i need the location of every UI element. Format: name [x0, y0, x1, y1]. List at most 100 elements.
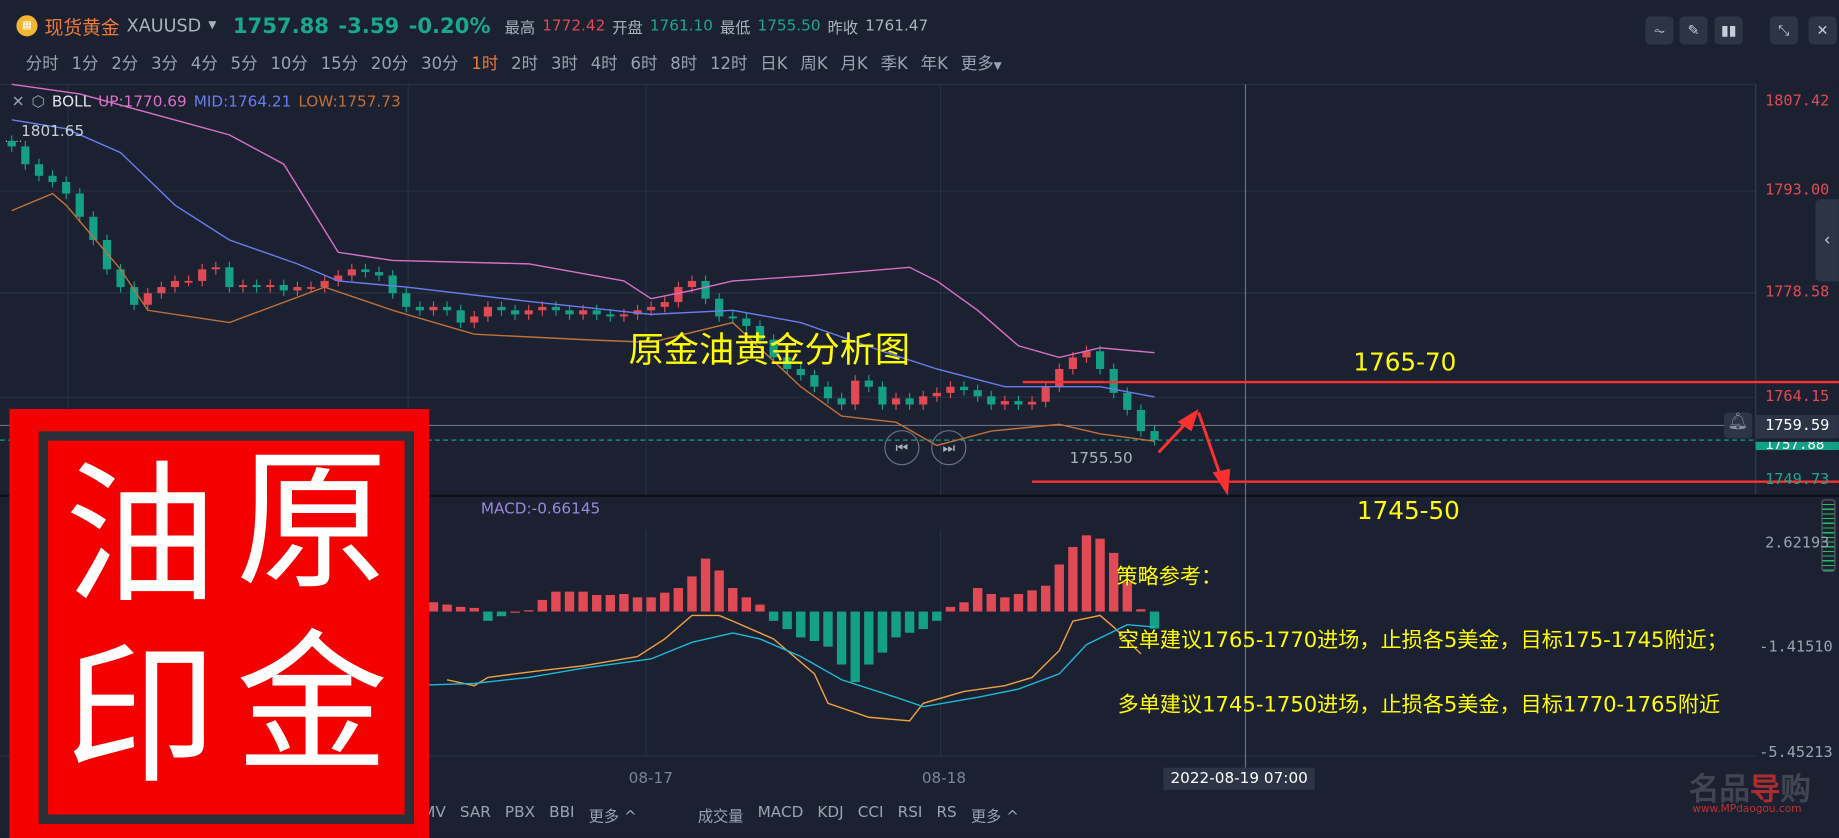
indicator-more[interactable]: 更多 ^ [588, 808, 637, 827]
candle [1000, 401, 1009, 405]
tf-20[interactable]: 季K [880, 55, 908, 74]
tf-8[interactable]: 20分 [370, 55, 409, 74]
close-indicator-icon[interactable]: ✕ [11, 93, 25, 112]
macd-histogram-bar [918, 611, 928, 630]
seal-stamp-image: 油 原 印 金 [9, 409, 430, 838]
scroll-start-button[interactable]: ⏮ [884, 430, 920, 466]
candle [252, 285, 261, 288]
tf-11[interactable]: 2时 [511, 55, 539, 74]
candle [266, 285, 275, 288]
candle [361, 269, 370, 273]
side-panel-toggle[interactable]: ‹ [1815, 199, 1839, 282]
macd-histogram-bar [455, 606, 466, 612]
indicator-more[interactable]: 更多 ^ [970, 808, 1019, 827]
tf-9[interactable]: 30分 [421, 55, 459, 74]
gold-coin-icon: ▦ [16, 15, 38, 37]
candle [1027, 401, 1037, 405]
macd-histogram-bar [877, 611, 888, 653]
boll-mid: MID:1764.21 [193, 93, 292, 112]
price-tick: 1793.00 [1765, 181, 1830, 200]
candle [1041, 386, 1050, 402]
main-indicator-bar: MV SAR PBX BBI 更多 ^ [422, 804, 637, 826]
price-change: -3.59 [338, 13, 400, 39]
panel-resize-handle[interactable] [1821, 499, 1836, 572]
tf-7[interactable]: 15分 [320, 55, 359, 74]
tf-18[interactable]: 周K [800, 55, 828, 74]
tf-2[interactable]: 2分 [111, 55, 139, 74]
tf-6[interactable]: 10分 [270, 55, 308, 74]
tf-17[interactable]: 日K [760, 55, 788, 74]
indicator-button[interactable]: ⏦ [1645, 16, 1674, 45]
macd-legend: MACD:-0.66145 [480, 500, 601, 519]
macd-histogram-bar [605, 595, 616, 612]
tf-19[interactable]: 月K [840, 55, 868, 74]
candle [565, 310, 574, 315]
macd-histogram-bar [1108, 552, 1119, 612]
candle [606, 314, 615, 317]
candle-type-button[interactable]: ▮▮ [1714, 16, 1743, 45]
indicator-rsi[interactable]: RSI [897, 803, 923, 822]
tf-16[interactable]: 12时 [710, 55, 748, 74]
price-tick: 1764.15 [1765, 387, 1830, 406]
candle [510, 310, 520, 315]
candle [878, 386, 887, 405]
macd-histogram-bar [1054, 564, 1064, 612]
candle [75, 193, 84, 217]
macd-histogram-bar [660, 592, 670, 612]
tf-0[interactable]: 分时 [25, 55, 59, 74]
candle [823, 386, 833, 399]
tf-more[interactable]: 更多▼ [961, 52, 1002, 75]
high-label: 最高 [504, 19, 536, 37]
caret-down-icon: ▼ [993, 60, 1002, 73]
collapse-button[interactable]: ⤡ [1769, 16, 1798, 45]
tf-1[interactable]: 1分 [71, 55, 99, 74]
macd-histogram-bar [796, 611, 806, 638]
tf-12[interactable]: 3时 [550, 55, 578, 74]
tf-4[interactable]: 4分 [190, 55, 218, 74]
caret-down-icon[interactable]: ▼ [208, 19, 217, 32]
open-label: 开盘 [612, 19, 643, 37]
draw-button[interactable]: ✎ [1679, 16, 1708, 45]
price-tick: 1807.42 [1765, 92, 1830, 111]
candle [116, 269, 125, 288]
close-button[interactable]: ✕ [1808, 16, 1837, 45]
candle [1082, 351, 1091, 358]
close-icon: ✕ [1816, 22, 1829, 39]
settings-icon[interactable]: ⬡ [31, 93, 45, 112]
candle [973, 390, 982, 397]
macd-dif-line [446, 614, 1142, 722]
candle [293, 287, 302, 291]
macd-histogram-bar [632, 597, 643, 612]
tf-14[interactable]: 6时 [630, 55, 658, 74]
alert-bell-icon[interactable]: 🔔︎ [1724, 412, 1753, 439]
candle [728, 316, 737, 319]
tf-5[interactable]: 5分 [230, 55, 258, 74]
candle [919, 396, 928, 405]
tf-13[interactable]: 4时 [590, 55, 618, 74]
macd-histogram-bar [932, 611, 942, 621]
indicator-cci[interactable]: CCI [857, 803, 884, 822]
macd-histogram-bar [1149, 611, 1160, 629]
candle [742, 318, 751, 326]
indicator-bbi[interactable]: BBI [549, 803, 575, 822]
scroll-end-button[interactable]: ⏭ [931, 430, 967, 466]
indicator-macd[interactable]: MACD [757, 803, 804, 822]
tf-3[interactable]: 3分 [151, 55, 178, 74]
indicator-volume[interactable]: 成交量 [697, 808, 744, 827]
indicator-rs[interactable]: RS [936, 803, 957, 822]
macd-histogram-bar [578, 591, 588, 612]
macd-histogram-bar [782, 611, 792, 630]
indicator-kdj[interactable]: KDJ [817, 803, 844, 822]
draw-icon: ✎ [1687, 22, 1700, 39]
indicator-sar[interactable]: SAR [459, 803, 491, 822]
candle [211, 267, 220, 270]
symbol-selector[interactable]: XAUUSD [126, 15, 202, 37]
tf-21[interactable]: 年K [920, 55, 948, 74]
strategy-heading: 策略参考： [1116, 564, 1223, 590]
macd-histogram-bar [673, 588, 684, 612]
tf-10-active[interactable]: 1时 [471, 55, 499, 74]
candle [783, 357, 792, 369]
macd-histogram-bar [1081, 535, 1092, 612]
indicator-pbx[interactable]: PBX [504, 803, 536, 822]
tf-15[interactable]: 8时 [670, 55, 698, 74]
